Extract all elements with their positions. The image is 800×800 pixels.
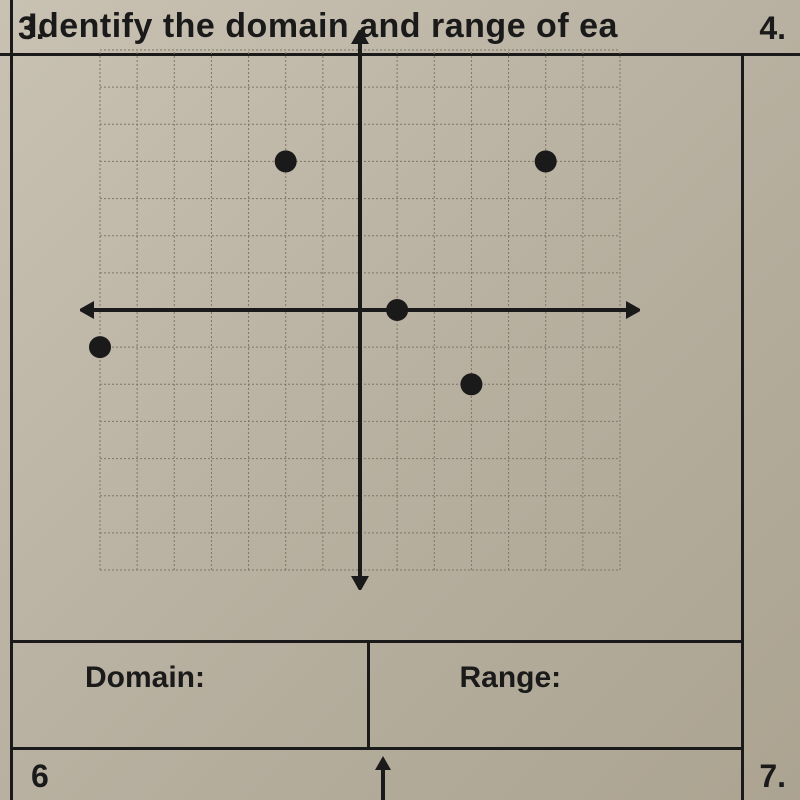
- bottom-row: 6 7.: [13, 750, 800, 800]
- answer-row: Domain: Range:: [13, 640, 741, 750]
- problem-number-6: 6: [31, 758, 49, 795]
- domain-label: Domain:: [85, 661, 205, 694]
- problem-number-7: 7.: [759, 758, 786, 795]
- problem-number-4: 4.: [759, 10, 786, 47]
- coordinate-graph: [80, 30, 640, 590]
- domain-cell: Domain:: [13, 643, 367, 747]
- range-cell: Range:: [367, 643, 742, 747]
- partial-axis-arrow: [363, 756, 403, 800]
- worksheet-page: Identify the domain and range of ea 3. 4…: [0, 0, 800, 800]
- problem-number-3: 3.: [18, 10, 45, 47]
- right-divider: [741, 56, 744, 800]
- range-label: Range:: [460, 661, 562, 694]
